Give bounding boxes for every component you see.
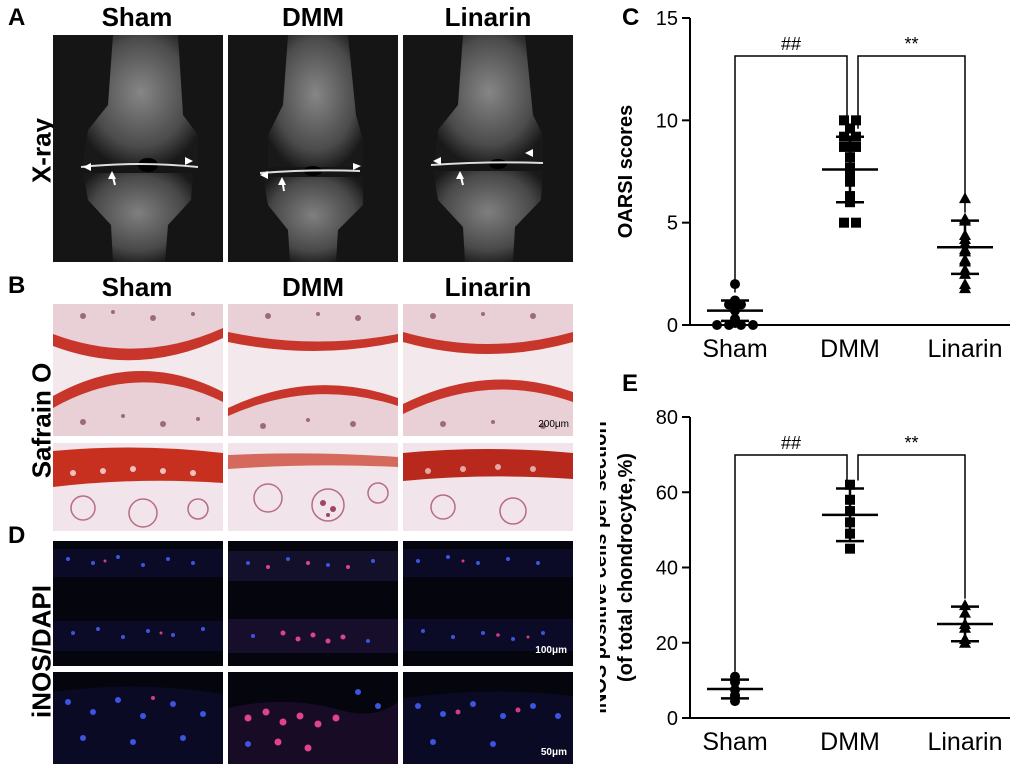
- data-point: [845, 123, 855, 134]
- panel-label-b: B: [8, 272, 26, 299]
- safranin-high-image-dmm: [228, 443, 398, 531]
- col-head-dmm-b: DMM: [281, 272, 345, 302]
- panel-label-c: C: [622, 4, 640, 31]
- data-point: [845, 517, 855, 528]
- data-point: [845, 197, 855, 208]
- data-point: [845, 162, 855, 173]
- safranin-high-image-linarin: [403, 443, 573, 531]
- col-head-linarin-a: Linarin: [444, 2, 532, 32]
- safranin-low-image-sham: [53, 304, 223, 436]
- significance-label: ##: [781, 433, 801, 453]
- data-point: [851, 217, 861, 228]
- data-point: [839, 131, 849, 142]
- significance-bracket: [857, 454, 966, 599]
- data-point: [959, 245, 971, 257]
- y-axis-label: (of total chondrocyte,%): [615, 453, 637, 682]
- data-point: [845, 191, 855, 202]
- chart-c-oarsi-scores: 0 5 10 15 Sham DMM Linarin OARSI scores ## **: [615, 8, 1010, 363]
- x-tick-label: Sham: [702, 728, 767, 756]
- y-tick-label: 15: [656, 8, 678, 30]
- data-point: [959, 255, 971, 267]
- data-point: [845, 528, 855, 539]
- y-axis-label: OARSI scores: [615, 105, 637, 238]
- y-tick-label: 0: [667, 315, 678, 337]
- data-point: [959, 282, 971, 294]
- inos-high-image-dmm: [228, 672, 398, 764]
- data-point: [851, 131, 861, 142]
- y-tick-label: 60: [656, 482, 678, 504]
- y-tick-label: 20: [656, 633, 678, 655]
- data-point: [959, 606, 971, 618]
- y-tick-label: 5: [667, 213, 678, 235]
- data-point: [851, 141, 861, 152]
- safranin-low-image-dmm: [228, 304, 398, 436]
- col-head-sham-b: Sham: [101, 272, 173, 302]
- x-tick-label: DMM: [820, 335, 880, 363]
- significance-bracket: [734, 55, 848, 293]
- data-point: [845, 494, 855, 505]
- panel-label-e: E: [622, 370, 639, 397]
- data-point: [845, 479, 855, 490]
- data-point: [845, 543, 855, 554]
- data-point: [845, 506, 855, 517]
- inos-high-image-linarin: 50μm: [403, 672, 573, 764]
- scale-bar-label-inos-bottom: 50μm: [540, 747, 567, 758]
- data-point: [839, 217, 849, 228]
- data-point: [730, 677, 740, 688]
- data-point: [845, 176, 855, 187]
- panel-label-a: A: [8, 4, 26, 31]
- x-tick-label: DMM: [820, 728, 880, 756]
- data-point: [959, 214, 971, 226]
- col-head-linarin-b: Linarin: [444, 272, 532, 302]
- data-point: [730, 305, 740, 316]
- panel-label-d: D: [8, 522, 26, 549]
- y-tick-label: 40: [656, 558, 678, 580]
- inos-low-image-sham: [53, 541, 223, 666]
- data-point: [730, 696, 740, 707]
- data-point: [959, 621, 971, 633]
- data-point: [845, 152, 855, 163]
- col-head-sham-a: Sham: [101, 2, 173, 32]
- chart-e-inos-positive: 0 20 40 60 80 Sham DMM Linarin iNOS positive cel…: [600, 407, 1010, 756]
- inos-low-image-dmm: [228, 541, 398, 666]
- data-point: [845, 170, 855, 181]
- significance-label: **: [904, 433, 918, 453]
- data-point: [724, 320, 734, 330]
- y-tick-label: 80: [656, 407, 678, 429]
- x-tick-label: Linarin: [927, 728, 1002, 756]
- data-point: [736, 320, 746, 330]
- significance-bracket: [857, 55, 966, 213]
- significance-bracket: [734, 454, 848, 672]
- data-point: [959, 636, 971, 648]
- y-axis-label: iNOS positive cells per section: [600, 421, 611, 713]
- scale-bar-label-inos-top: 100μm: [535, 645, 567, 656]
- xray-image-dmm: [228, 35, 398, 262]
- x-tick-label: Sham: [702, 335, 767, 363]
- col-head-dmm-a: DMM: [281, 2, 345, 32]
- y-tick-label: 0: [667, 708, 678, 730]
- safranin-high-image-sham: [53, 443, 223, 531]
- safranin-low-image-linarin: 200μm: [403, 304, 573, 436]
- data-point: [959, 267, 971, 279]
- inos-high-image-sham: [53, 672, 223, 764]
- y-tick-label: 10: [656, 110, 678, 132]
- data-point: [712, 320, 722, 330]
- x-tick-label: Linarin: [927, 335, 1002, 363]
- significance-label: **: [904, 34, 918, 54]
- xray-image-linarin: [403, 35, 573, 262]
- xray-image-sham: [53, 35, 223, 262]
- data-point: [748, 320, 758, 330]
- data-point: [959, 599, 971, 611]
- data-point: [839, 115, 849, 126]
- data-point: [851, 115, 861, 126]
- data-point: [959, 237, 971, 249]
- inos-low-image-linarin: 100μm: [403, 541, 573, 666]
- scale-bar-label-safranin: 200μm: [538, 419, 569, 430]
- significance-label: ##: [781, 34, 801, 54]
- data-point: [839, 141, 849, 152]
